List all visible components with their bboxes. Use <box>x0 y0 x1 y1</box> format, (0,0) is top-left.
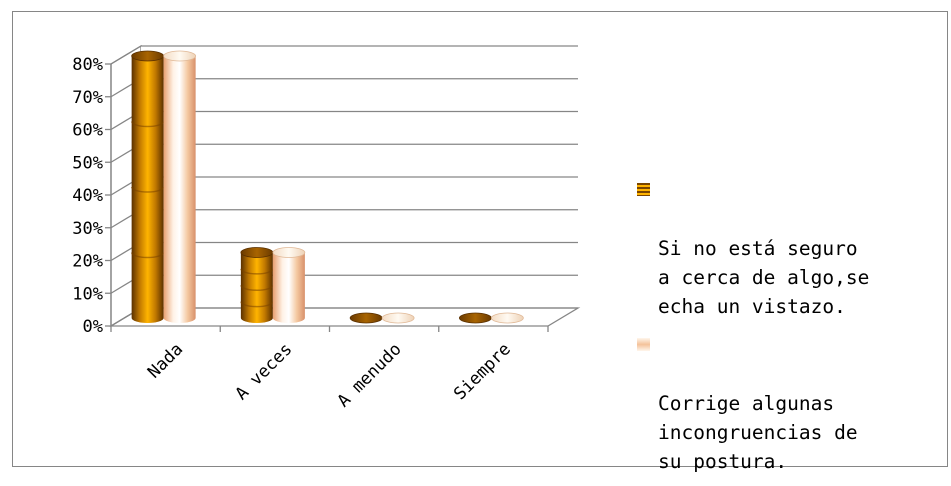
y-tick-label: 0% <box>83 317 103 337</box>
bar-top <box>349 312 383 324</box>
bar-2-2 <box>272 247 306 324</box>
bar-2-4 <box>490 312 524 324</box>
bar-top <box>381 312 415 324</box>
gridline <box>110 45 578 65</box>
x-tick-label: A menudo <box>334 339 406 411</box>
legend-swatch-series-2 <box>637 338 650 351</box>
bars <box>130 50 524 324</box>
legend-item-series-1: Si no está seguro a cerca de algo,se ech… <box>636 176 948 321</box>
y-tick-label: 20% <box>72 252 103 272</box>
legend-item-series-2: Corrige algunas incongruencias de su pos… <box>636 331 948 476</box>
legend-label-series-2: Corrige algunas incongruencias de su pos… <box>658 392 858 473</box>
bar-top <box>163 50 197 62</box>
bar-top <box>272 247 306 258</box>
y-axis: 0% 10% 20% 30% 40% 50% 60% 70% 80% <box>72 55 112 337</box>
bar-1-3 <box>349 312 383 324</box>
bar-top <box>131 50 165 62</box>
legend-label-series-1: Si no está seguro a cerca de algo,se ech… <box>658 237 870 318</box>
bar-band <box>240 268 274 275</box>
legend-swatch-series-1 <box>637 183 650 196</box>
y-tick-label: 60% <box>72 121 103 141</box>
bar-2-3 <box>381 312 415 324</box>
x-tick-label: A veces <box>232 339 297 404</box>
y-tick-label: 10% <box>72 284 103 304</box>
x-tick-label: Siempre <box>450 339 515 404</box>
bar-top <box>490 312 524 324</box>
bar-2-1 <box>163 50 197 324</box>
y-tick-label: 30% <box>72 219 103 239</box>
bar-body <box>240 252 273 324</box>
bar-1-4 <box>458 312 492 324</box>
bar-top <box>458 312 492 324</box>
bar-band <box>240 285 274 291</box>
x-tick-label: Nada <box>144 339 187 382</box>
legend: Si no está seguro a cerca de algo,se ech… <box>636 176 948 486</box>
bar-body <box>131 56 164 324</box>
floor-outline <box>108 307 581 327</box>
bar-1-1 <box>130 50 165 324</box>
bar-chart: 0% 10% 20% 30% 40% 50% 60% 70% 80% Nada A veces A … <box>72 44 581 411</box>
y-tick-label: 80% <box>72 55 103 75</box>
y-tick-label: 70% <box>72 88 103 108</box>
bar-1-2 <box>240 247 274 324</box>
bar-band <box>240 301 274 308</box>
y-tick-label: 40% <box>72 186 103 206</box>
chart-floor <box>108 307 581 327</box>
bar-top <box>240 247 274 258</box>
bar-band <box>130 252 165 259</box>
bar-band <box>130 121 165 128</box>
bar-band <box>130 186 165 193</box>
bar-body <box>163 56 196 324</box>
y-tick-label: 50% <box>72 153 103 173</box>
bar-body <box>272 252 305 324</box>
x-axis: Nada A veces A menudo Siempre <box>110 326 549 411</box>
